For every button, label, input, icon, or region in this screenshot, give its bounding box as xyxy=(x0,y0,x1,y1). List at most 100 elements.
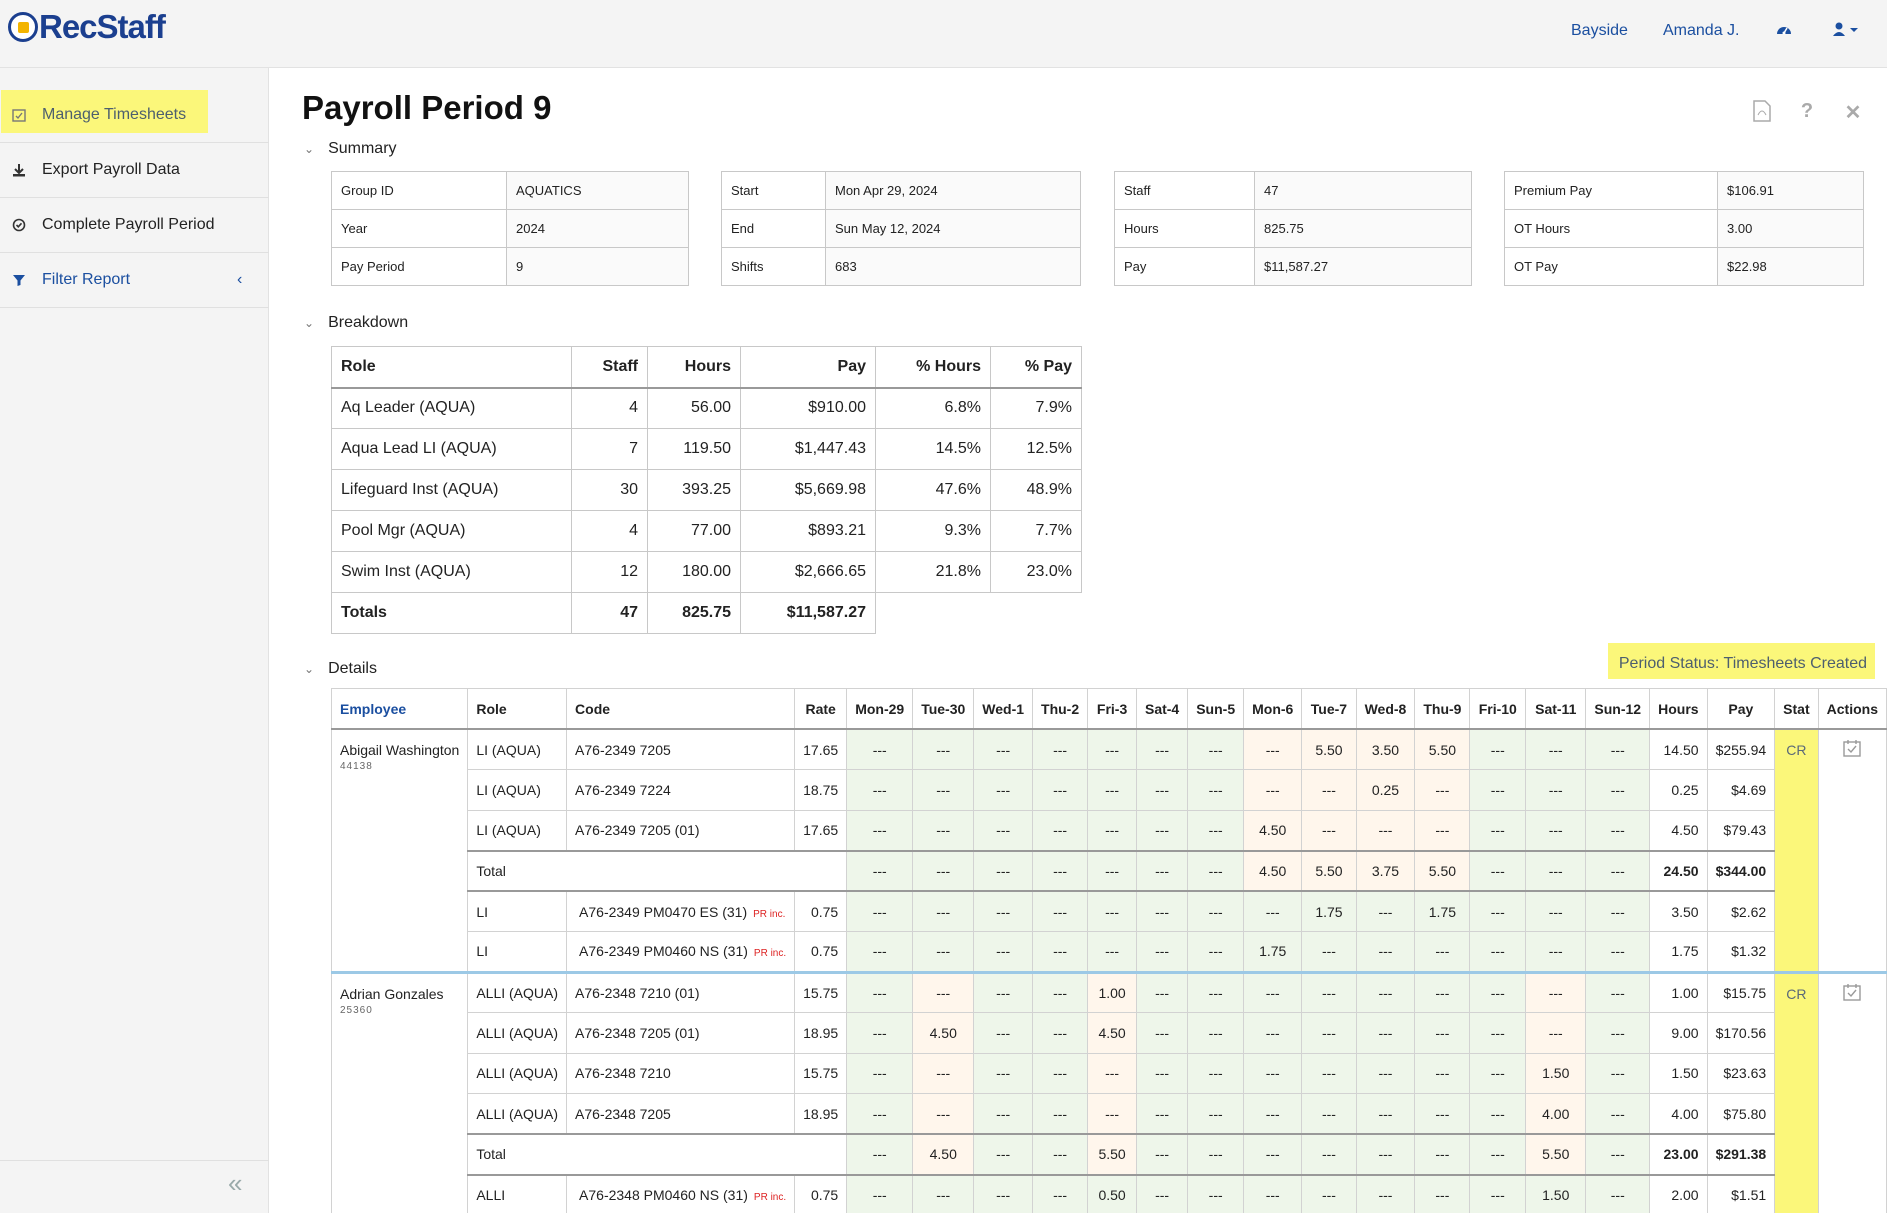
day-cell[interactable]: 5.50 xyxy=(1301,849,1357,892)
day-cell[interactable]: --- xyxy=(1414,1012,1471,1054)
day-cell[interactable]: --- xyxy=(1525,728,1587,770)
day-cell[interactable]: --- xyxy=(912,890,975,932)
day-cell[interactable]: --- xyxy=(846,769,914,811)
recstaff-logo[interactable]: RecStaff xyxy=(8,8,166,46)
day-cell[interactable]: --- xyxy=(1243,1173,1303,1213)
day-cell[interactable]: --- xyxy=(1301,1093,1357,1135)
day-cell[interactable]: --- xyxy=(1301,1052,1357,1094)
day-cell[interactable]: --- xyxy=(1525,890,1587,932)
day-cell[interactable]: --- xyxy=(973,1052,1034,1094)
day-cell[interactable]: --- xyxy=(1135,890,1189,932)
day-cell[interactable]: --- xyxy=(1032,809,1089,851)
day-cell[interactable]: --- xyxy=(1135,809,1189,851)
day-cell[interactable]: --- xyxy=(1135,931,1189,973)
day-cell[interactable]: --- xyxy=(1469,1173,1527,1213)
collapse-sidebar-icon[interactable]: « xyxy=(228,1168,243,1198)
day-cell[interactable]: --- xyxy=(912,970,975,1013)
day-cell[interactable]: --- xyxy=(1135,849,1189,892)
day-cell[interactable]: --- xyxy=(1135,1012,1189,1054)
day-cell[interactable]: --- xyxy=(846,1173,914,1213)
day-cell[interactable]: --- xyxy=(1032,1052,1089,1094)
day-cell[interactable]: --- xyxy=(1525,931,1587,973)
day-cell[interactable]: --- xyxy=(1355,931,1416,973)
day-cell[interactable]: --- xyxy=(1135,1173,1189,1213)
day-cell[interactable]: --- xyxy=(1187,890,1245,932)
day-cell[interactable]: --- xyxy=(1243,1133,1303,1175)
day-cell[interactable]: --- xyxy=(973,890,1034,932)
day-cell[interactable]: 5.50 xyxy=(1301,728,1357,770)
day-cell[interactable]: --- xyxy=(1525,970,1587,1013)
day-cell[interactable]: --- xyxy=(1301,970,1357,1013)
day-cell[interactable]: --- xyxy=(1585,890,1651,932)
day-cell[interactable]: --- xyxy=(1243,769,1303,811)
day-cell[interactable]: 5.50 xyxy=(1525,1133,1587,1175)
day-cell[interactable]: 1.75 xyxy=(1301,890,1357,932)
day-cell[interactable]: --- xyxy=(1032,931,1089,973)
day-cell[interactable]: --- xyxy=(1087,1093,1137,1135)
day-cell[interactable]: --- xyxy=(1301,1012,1357,1054)
day-cell[interactable]: --- xyxy=(1087,849,1137,892)
day-cell[interactable]: --- xyxy=(1187,1093,1245,1135)
day-cell[interactable]: 1.00 xyxy=(1087,970,1137,1013)
day-cell[interactable]: 5.50 xyxy=(1414,728,1471,770)
day-cell[interactable]: --- xyxy=(1469,931,1527,973)
day-cell[interactable]: 4.00 xyxy=(1525,1093,1587,1135)
day-cell[interactable]: --- xyxy=(912,1052,975,1094)
sidebar-item-export-payroll-data[interactable]: Export Payroll Data xyxy=(0,143,269,198)
timesheet-calendar-icon[interactable] xyxy=(1842,740,1862,761)
day-cell[interactable]: --- xyxy=(1469,769,1527,811)
breakdown-section-header[interactable]: ⌄ Breakdown xyxy=(304,314,409,331)
day-cell[interactable]: --- xyxy=(846,970,914,1013)
day-cell[interactable]: --- xyxy=(1187,809,1245,851)
day-cell[interactable]: --- xyxy=(912,849,975,892)
day-cell[interactable]: --- xyxy=(1301,1173,1357,1213)
day-cell[interactable]: --- xyxy=(1585,809,1651,851)
day-cell[interactable]: 3.50 xyxy=(1355,728,1416,770)
day-cell[interactable]: 1.75 xyxy=(1414,890,1471,932)
day-cell[interactable]: --- xyxy=(973,769,1034,811)
day-cell[interactable]: --- xyxy=(846,890,914,932)
day-cell[interactable]: --- xyxy=(1032,769,1089,811)
day-cell[interactable]: --- xyxy=(846,809,914,851)
day-cell[interactable]: --- xyxy=(1243,1012,1303,1054)
day-cell[interactable]: --- xyxy=(1135,728,1189,770)
day-cell[interactable]: 4.50 xyxy=(1087,1012,1137,1054)
day-cell[interactable]: --- xyxy=(1585,1052,1651,1094)
day-cell[interactable]: --- xyxy=(1469,970,1527,1013)
dashboard-icon[interactable] xyxy=(1776,22,1792,41)
day-cell[interactable]: --- xyxy=(1087,769,1137,811)
day-cell[interactable]: --- xyxy=(1301,809,1357,851)
close-icon[interactable]: ✕ xyxy=(1844,102,1862,124)
day-cell[interactable]: --- xyxy=(846,1133,914,1175)
day-cell[interactable]: --- xyxy=(1414,1052,1471,1094)
timesheet-calendar-icon[interactable] xyxy=(1842,983,1862,1005)
location-link[interactable]: Bayside xyxy=(1571,22,1628,39)
sidebar-item-complete-payroll-period[interactable]: Complete Payroll Period xyxy=(0,198,269,253)
day-cell[interactable]: --- xyxy=(1469,809,1527,851)
day-cell[interactable]: --- xyxy=(1301,769,1357,811)
day-cell[interactable]: --- xyxy=(1585,1173,1651,1213)
day-cell[interactable]: --- xyxy=(1301,931,1357,973)
day-cell[interactable]: --- xyxy=(973,970,1034,1013)
day-cell[interactable]: --- xyxy=(1243,890,1303,932)
day-cell[interactable]: --- xyxy=(1087,728,1137,770)
day-cell[interactable]: --- xyxy=(1585,769,1651,811)
day-cell[interactable]: --- xyxy=(1187,728,1245,770)
day-cell[interactable]: --- xyxy=(1585,1012,1651,1054)
account-menu-icon[interactable] xyxy=(1833,22,1861,41)
day-cell[interactable]: --- xyxy=(1414,809,1471,851)
day-cell[interactable]: --- xyxy=(1187,1012,1245,1054)
sidebar-item-manage-timesheets[interactable]: Manage Timesheets xyxy=(0,88,269,143)
day-cell[interactable]: --- xyxy=(1243,1052,1303,1094)
day-cell[interactable]: 4.50 xyxy=(1243,809,1303,851)
day-cell[interactable]: --- xyxy=(1355,1012,1416,1054)
day-cell[interactable]: --- xyxy=(973,809,1034,851)
day-cell[interactable]: --- xyxy=(1135,970,1189,1013)
day-cell[interactable]: --- xyxy=(1032,890,1089,932)
day-cell[interactable]: --- xyxy=(1585,1133,1651,1175)
day-cell[interactable]: --- xyxy=(1187,1133,1245,1175)
day-cell[interactable]: --- xyxy=(1135,769,1189,811)
day-cell[interactable]: --- xyxy=(1187,1052,1245,1094)
day-cell[interactable]: --- xyxy=(846,1012,914,1054)
day-cell[interactable]: --- xyxy=(1585,970,1651,1013)
